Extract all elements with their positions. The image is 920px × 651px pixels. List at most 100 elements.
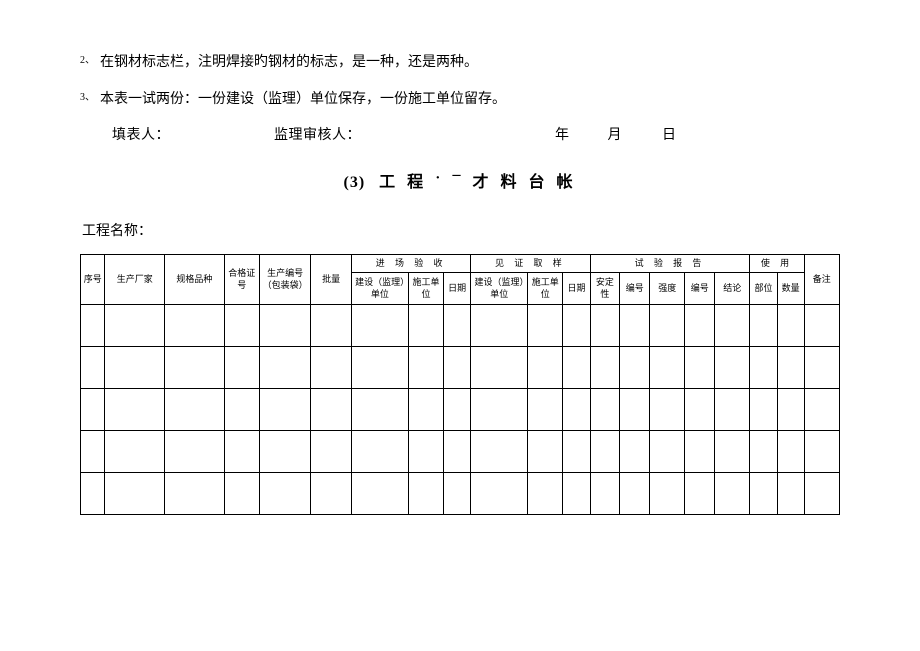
table-cell bbox=[408, 347, 443, 389]
para-2-number: 2、 bbox=[80, 50, 94, 75]
th-sample-date: 日期 bbox=[563, 273, 590, 305]
materials-table-wrap: 序号 生产厂家 规格品种 合格证号 生产编号（包装袋） 批量 进 场 验 收 见… bbox=[80, 254, 840, 515]
table-cell bbox=[715, 305, 750, 347]
table-cell bbox=[444, 473, 471, 515]
th-entry-sg: 施工单位 bbox=[408, 273, 443, 305]
year-label: 年 bbox=[555, 128, 570, 143]
th-report-conclusion: 结论 bbox=[715, 273, 750, 305]
table-cell bbox=[620, 347, 650, 389]
table-cell bbox=[471, 431, 528, 473]
table-cell bbox=[590, 305, 620, 347]
th-entry-date: 日期 bbox=[444, 273, 471, 305]
table-cell bbox=[165, 347, 225, 389]
table-cell bbox=[81, 473, 105, 515]
table-cell bbox=[259, 431, 310, 473]
table-cell bbox=[471, 473, 528, 515]
table-cell bbox=[351, 473, 408, 515]
table-cell bbox=[750, 305, 777, 347]
table-cell bbox=[777, 431, 804, 473]
table-cell bbox=[351, 347, 408, 389]
table-cell bbox=[563, 473, 590, 515]
table-cell bbox=[471, 389, 528, 431]
table-row bbox=[81, 305, 840, 347]
th-use-amount: 数量 bbox=[777, 273, 804, 305]
table-cell bbox=[259, 347, 310, 389]
title-number: (3) bbox=[344, 174, 366, 191]
materials-table: 序号 生产厂家 规格品种 合格证号 生产编号（包装袋） 批量 进 场 验 收 见… bbox=[80, 254, 840, 515]
table-cell bbox=[408, 431, 443, 473]
table-cell bbox=[685, 305, 715, 347]
table-cell bbox=[563, 431, 590, 473]
th-group-entry: 进 场 验 收 bbox=[351, 255, 470, 273]
th-mfr: 生产厂家 bbox=[105, 255, 165, 305]
table-cell bbox=[224, 347, 259, 389]
para-3-text: 本表一试两份：一份建设（监理）单位保存，一份施工单位留存。 bbox=[100, 87, 506, 112]
table-cell bbox=[804, 347, 839, 389]
table-row bbox=[81, 389, 840, 431]
table-cell bbox=[777, 389, 804, 431]
table-cell bbox=[715, 389, 750, 431]
table-cell bbox=[408, 389, 443, 431]
table-cell bbox=[81, 389, 105, 431]
table-cell bbox=[165, 305, 225, 347]
table-cell bbox=[224, 473, 259, 515]
th-use-part: 部位 bbox=[750, 273, 777, 305]
table-cell bbox=[650, 473, 685, 515]
table-cell bbox=[650, 389, 685, 431]
th-remark: 备注 bbox=[804, 255, 839, 305]
th-report-stability: 安定性 bbox=[590, 273, 620, 305]
table-cell bbox=[311, 347, 352, 389]
table-cell bbox=[563, 347, 590, 389]
para-3-number: 3、 bbox=[80, 87, 94, 112]
table-cell bbox=[620, 431, 650, 473]
th-seq: 序号 bbox=[81, 255, 105, 305]
table-row bbox=[81, 473, 840, 515]
day-label: 日 bbox=[662, 128, 677, 143]
table-cell bbox=[685, 473, 715, 515]
table-cell bbox=[777, 473, 804, 515]
table-cell bbox=[351, 389, 408, 431]
table-cell bbox=[685, 389, 715, 431]
table-cell bbox=[444, 305, 471, 347]
table-cell bbox=[105, 473, 165, 515]
table-cell bbox=[165, 389, 225, 431]
table-cell bbox=[259, 389, 310, 431]
table-cell bbox=[528, 347, 563, 389]
table-cell bbox=[444, 431, 471, 473]
table-cell bbox=[311, 389, 352, 431]
table-cell bbox=[750, 473, 777, 515]
table-cell bbox=[408, 305, 443, 347]
th-group-sample: 见 证 取 样 bbox=[471, 255, 590, 273]
table-body bbox=[81, 305, 840, 515]
para-2-text: 在钢材标志栏，注明焊接旳钢材的标志，是一种，还是两种。 bbox=[100, 50, 478, 75]
table-cell bbox=[105, 389, 165, 431]
th-sample-jl: 建设（监理）单位 bbox=[471, 273, 528, 305]
table-cell bbox=[650, 305, 685, 347]
page-title: (3) 工 程 ˙ ¯ 才 料 台 帐 bbox=[80, 168, 840, 192]
table-cell bbox=[590, 473, 620, 515]
table-cell bbox=[311, 305, 352, 347]
table-cell bbox=[590, 431, 620, 473]
table-cell bbox=[471, 347, 528, 389]
th-qty: 批量 bbox=[311, 255, 352, 305]
table-cell bbox=[351, 431, 408, 473]
table-cell bbox=[777, 347, 804, 389]
table-cell bbox=[804, 431, 839, 473]
th-report-strength: 强度 bbox=[650, 273, 685, 305]
table-cell bbox=[408, 473, 443, 515]
table-cell bbox=[351, 305, 408, 347]
table-cell bbox=[685, 431, 715, 473]
th-report-number2: 编号 bbox=[685, 273, 715, 305]
table-cell bbox=[620, 389, 650, 431]
table-cell bbox=[750, 347, 777, 389]
table-row bbox=[81, 347, 840, 389]
table-cell bbox=[528, 473, 563, 515]
table-cell bbox=[590, 389, 620, 431]
table-cell bbox=[650, 431, 685, 473]
table-cell bbox=[620, 473, 650, 515]
table-cell bbox=[311, 431, 352, 473]
table-cell bbox=[650, 347, 685, 389]
table-cell bbox=[81, 347, 105, 389]
table-cell bbox=[471, 305, 528, 347]
table-cell bbox=[750, 389, 777, 431]
